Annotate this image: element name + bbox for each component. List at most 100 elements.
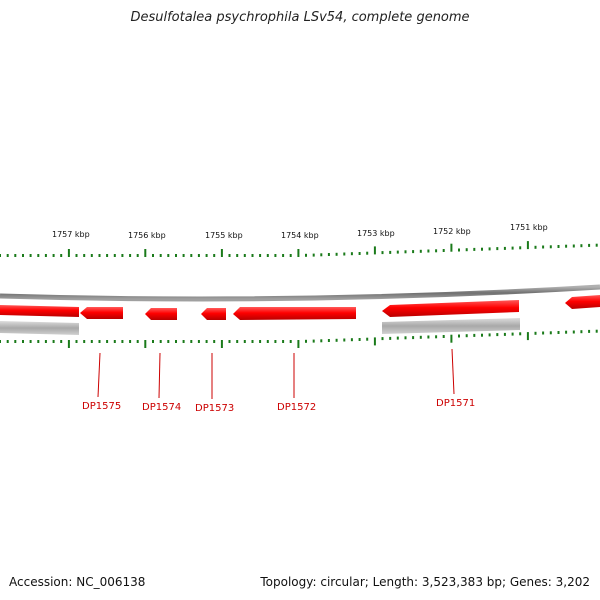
major-scale-tick xyxy=(297,340,300,348)
minor-scale-tick xyxy=(60,340,63,343)
major-scale-tick xyxy=(67,249,70,257)
gene-label-dp1575[interactable]: DP1575 xyxy=(82,401,121,412)
minor-scale-tick xyxy=(565,244,568,248)
major-scale-tick xyxy=(450,334,453,343)
gene-label-dp1573[interactable]: DP1573 xyxy=(195,403,234,414)
gene-arrow-right-edge[interactable] xyxy=(565,295,600,309)
minor-scale-tick xyxy=(236,340,239,343)
minor-scale-tick xyxy=(0,340,1,343)
minor-scale-tick xyxy=(6,254,9,257)
gene-arrow-dp1572[interactable] xyxy=(233,307,356,320)
minor-scale-tick xyxy=(435,335,438,339)
minor-scale-tick xyxy=(496,333,499,337)
gene-arrow-dp1573[interactable] xyxy=(201,308,226,320)
minor-scale-tick xyxy=(358,252,361,255)
minor-scale-tick xyxy=(404,250,407,254)
gene-arrow-dp1571[interactable] xyxy=(382,300,519,317)
minor-scale-tick xyxy=(481,333,483,337)
minor-scale-tick xyxy=(542,331,545,335)
gene-leader-dp1575 xyxy=(97,352,101,398)
minor-scale-tick xyxy=(44,254,47,257)
gene-label-dp1572[interactable]: DP1572 xyxy=(277,402,316,413)
minor-scale-tick xyxy=(98,340,101,343)
minor-scale-tick xyxy=(175,254,177,257)
minor-scale-tick xyxy=(167,340,170,343)
major-scale-tick xyxy=(297,249,300,257)
minor-scale-tick xyxy=(458,334,460,338)
minor-scale-tick xyxy=(496,247,499,251)
genome-backbone xyxy=(0,284,600,302)
minor-scale-tick xyxy=(159,340,162,343)
minor-scale-tick xyxy=(213,254,216,257)
minor-scale-tick xyxy=(197,340,200,343)
scale-label-1753: 1753 kbp xyxy=(357,229,395,238)
genome-stats-text: Topology: circular; Length: 3,523,383 bp… xyxy=(260,575,590,589)
minor-scale-tick xyxy=(182,254,185,257)
minor-scale-tick xyxy=(106,340,109,343)
major-scale-tick xyxy=(373,337,376,346)
minor-scale-tick xyxy=(129,340,132,343)
minor-scale-tick xyxy=(167,254,170,257)
minor-scale-tick xyxy=(534,245,537,249)
minor-scale-tick xyxy=(266,254,269,257)
minor-scale-tick xyxy=(251,340,254,343)
minor-scale-tick xyxy=(557,331,560,334)
minor-scale-tick xyxy=(152,340,154,343)
minor-scale-tick xyxy=(542,245,545,249)
minor-scale-tick xyxy=(519,332,522,336)
minor-scale-tick xyxy=(75,340,78,343)
gene-label-dp1571[interactable]: DP1571 xyxy=(436,398,475,409)
minor-scale-tick xyxy=(274,254,277,257)
minor-scale-tick xyxy=(29,340,32,343)
minor-scale-tick xyxy=(572,244,575,248)
minor-scale-tick xyxy=(251,254,254,257)
minor-scale-tick xyxy=(381,337,384,341)
minor-scale-tick xyxy=(182,340,185,343)
minor-scale-tick xyxy=(37,254,40,257)
minor-scale-tick xyxy=(175,340,177,343)
gene-arrow-dp1574[interactable] xyxy=(145,308,177,320)
minor-scale-tick xyxy=(335,338,338,342)
minor-scale-tick xyxy=(106,254,109,257)
minor-scale-tick xyxy=(243,254,246,257)
minor-scale-tick xyxy=(511,246,514,250)
minor-scale-tick xyxy=(44,340,47,343)
minor-scale-tick xyxy=(580,330,583,334)
minor-scale-tick xyxy=(129,254,132,257)
minor-scale-tick xyxy=(289,340,292,343)
gene-arrow-dp1575[interactable] xyxy=(80,307,123,319)
minor-scale-tick xyxy=(282,340,285,343)
minor-scale-tick xyxy=(228,254,231,257)
minor-scale-tick xyxy=(465,248,468,252)
minor-scale-tick xyxy=(6,340,9,343)
minor-scale-tick xyxy=(580,244,583,248)
minor-scale-tick xyxy=(503,332,506,336)
minor-scale-tick xyxy=(419,335,422,339)
minor-scale-tick xyxy=(136,340,139,343)
minor-scale-tick xyxy=(442,335,445,338)
minor-scale-tick xyxy=(159,254,162,257)
minor-scale-tick xyxy=(404,336,407,340)
minor-scale-tick xyxy=(458,248,460,252)
minor-scale-tick xyxy=(282,254,285,257)
minor-scale-tick xyxy=(595,329,598,333)
minor-scale-tick xyxy=(75,254,78,257)
minor-scale-tick xyxy=(327,339,330,342)
minor-scale-tick xyxy=(335,252,338,256)
scale-label-1754: 1754 kbp xyxy=(281,231,319,240)
minor-scale-tick xyxy=(327,253,330,256)
minor-scale-tick xyxy=(305,339,307,343)
minor-scale-tick xyxy=(572,330,575,334)
minor-scale-tick xyxy=(343,252,346,256)
gene-arrow-left-edge[interactable] xyxy=(0,305,79,317)
minor-scale-tick xyxy=(595,243,598,247)
reverse-strand-feature-left xyxy=(0,321,79,335)
minor-scale-tick xyxy=(121,254,124,257)
gene-label-dp1574[interactable]: DP1574 xyxy=(142,402,181,413)
minor-scale-tick xyxy=(481,247,483,251)
minor-scale-tick xyxy=(83,254,86,257)
minor-scale-tick xyxy=(442,249,445,252)
minor-scale-tick xyxy=(412,336,415,340)
major-scale-tick xyxy=(373,246,376,255)
